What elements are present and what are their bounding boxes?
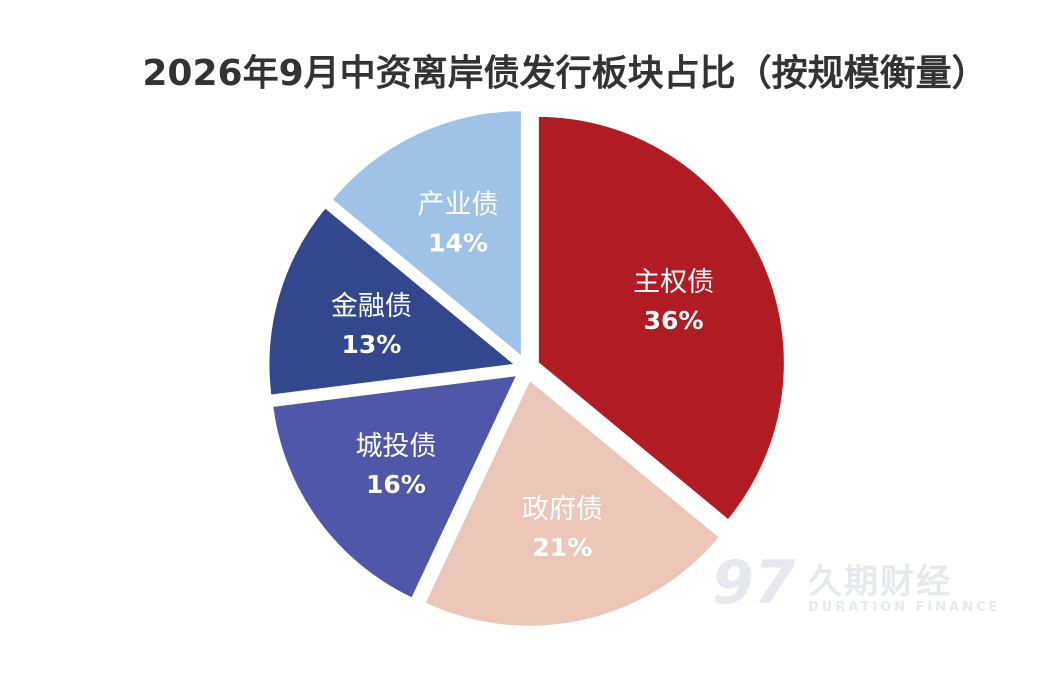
watermark-mark: 97 [712,548,796,618]
slice-value-label-1: 36% [644,306,704,335]
chart-title: 2026年9月中资离岸债发行板块占比（按规模衡量） [142,53,988,94]
watermark-logo: 97 久期财经 DURATION FINANCE [712,548,1012,628]
slice-label-3: 城投债 [355,431,436,462]
pie-slice-2 [423,378,722,628]
slice-value-label-3: 16% [366,470,426,499]
slice-label-5: 产业债 [418,189,499,220]
pie-slice-1 [536,114,786,522]
pie-labels: 主权债 36% 政府债 21% 城投债 16% 金融债 13% 产业债 14% [331,189,714,562]
pie-slices [267,109,786,628]
pie-slice-3 [271,373,519,600]
pie-slice-4 [267,205,518,397]
watermark-name-cn: 久期财经 [808,562,952,602]
pie-slice-5 [330,109,523,360]
slice-label-4: 金融债 [331,291,412,322]
slice-label-2: 政府债 [522,494,603,525]
slice-value-label-2: 21% [532,533,592,562]
slice-value-label-5: 14% [428,228,488,257]
watermark-name-en: DURATION FINANCE [808,600,1001,615]
slice-value-label-4: 13% [342,330,402,359]
slice-label-1: 主权债 [633,267,714,298]
